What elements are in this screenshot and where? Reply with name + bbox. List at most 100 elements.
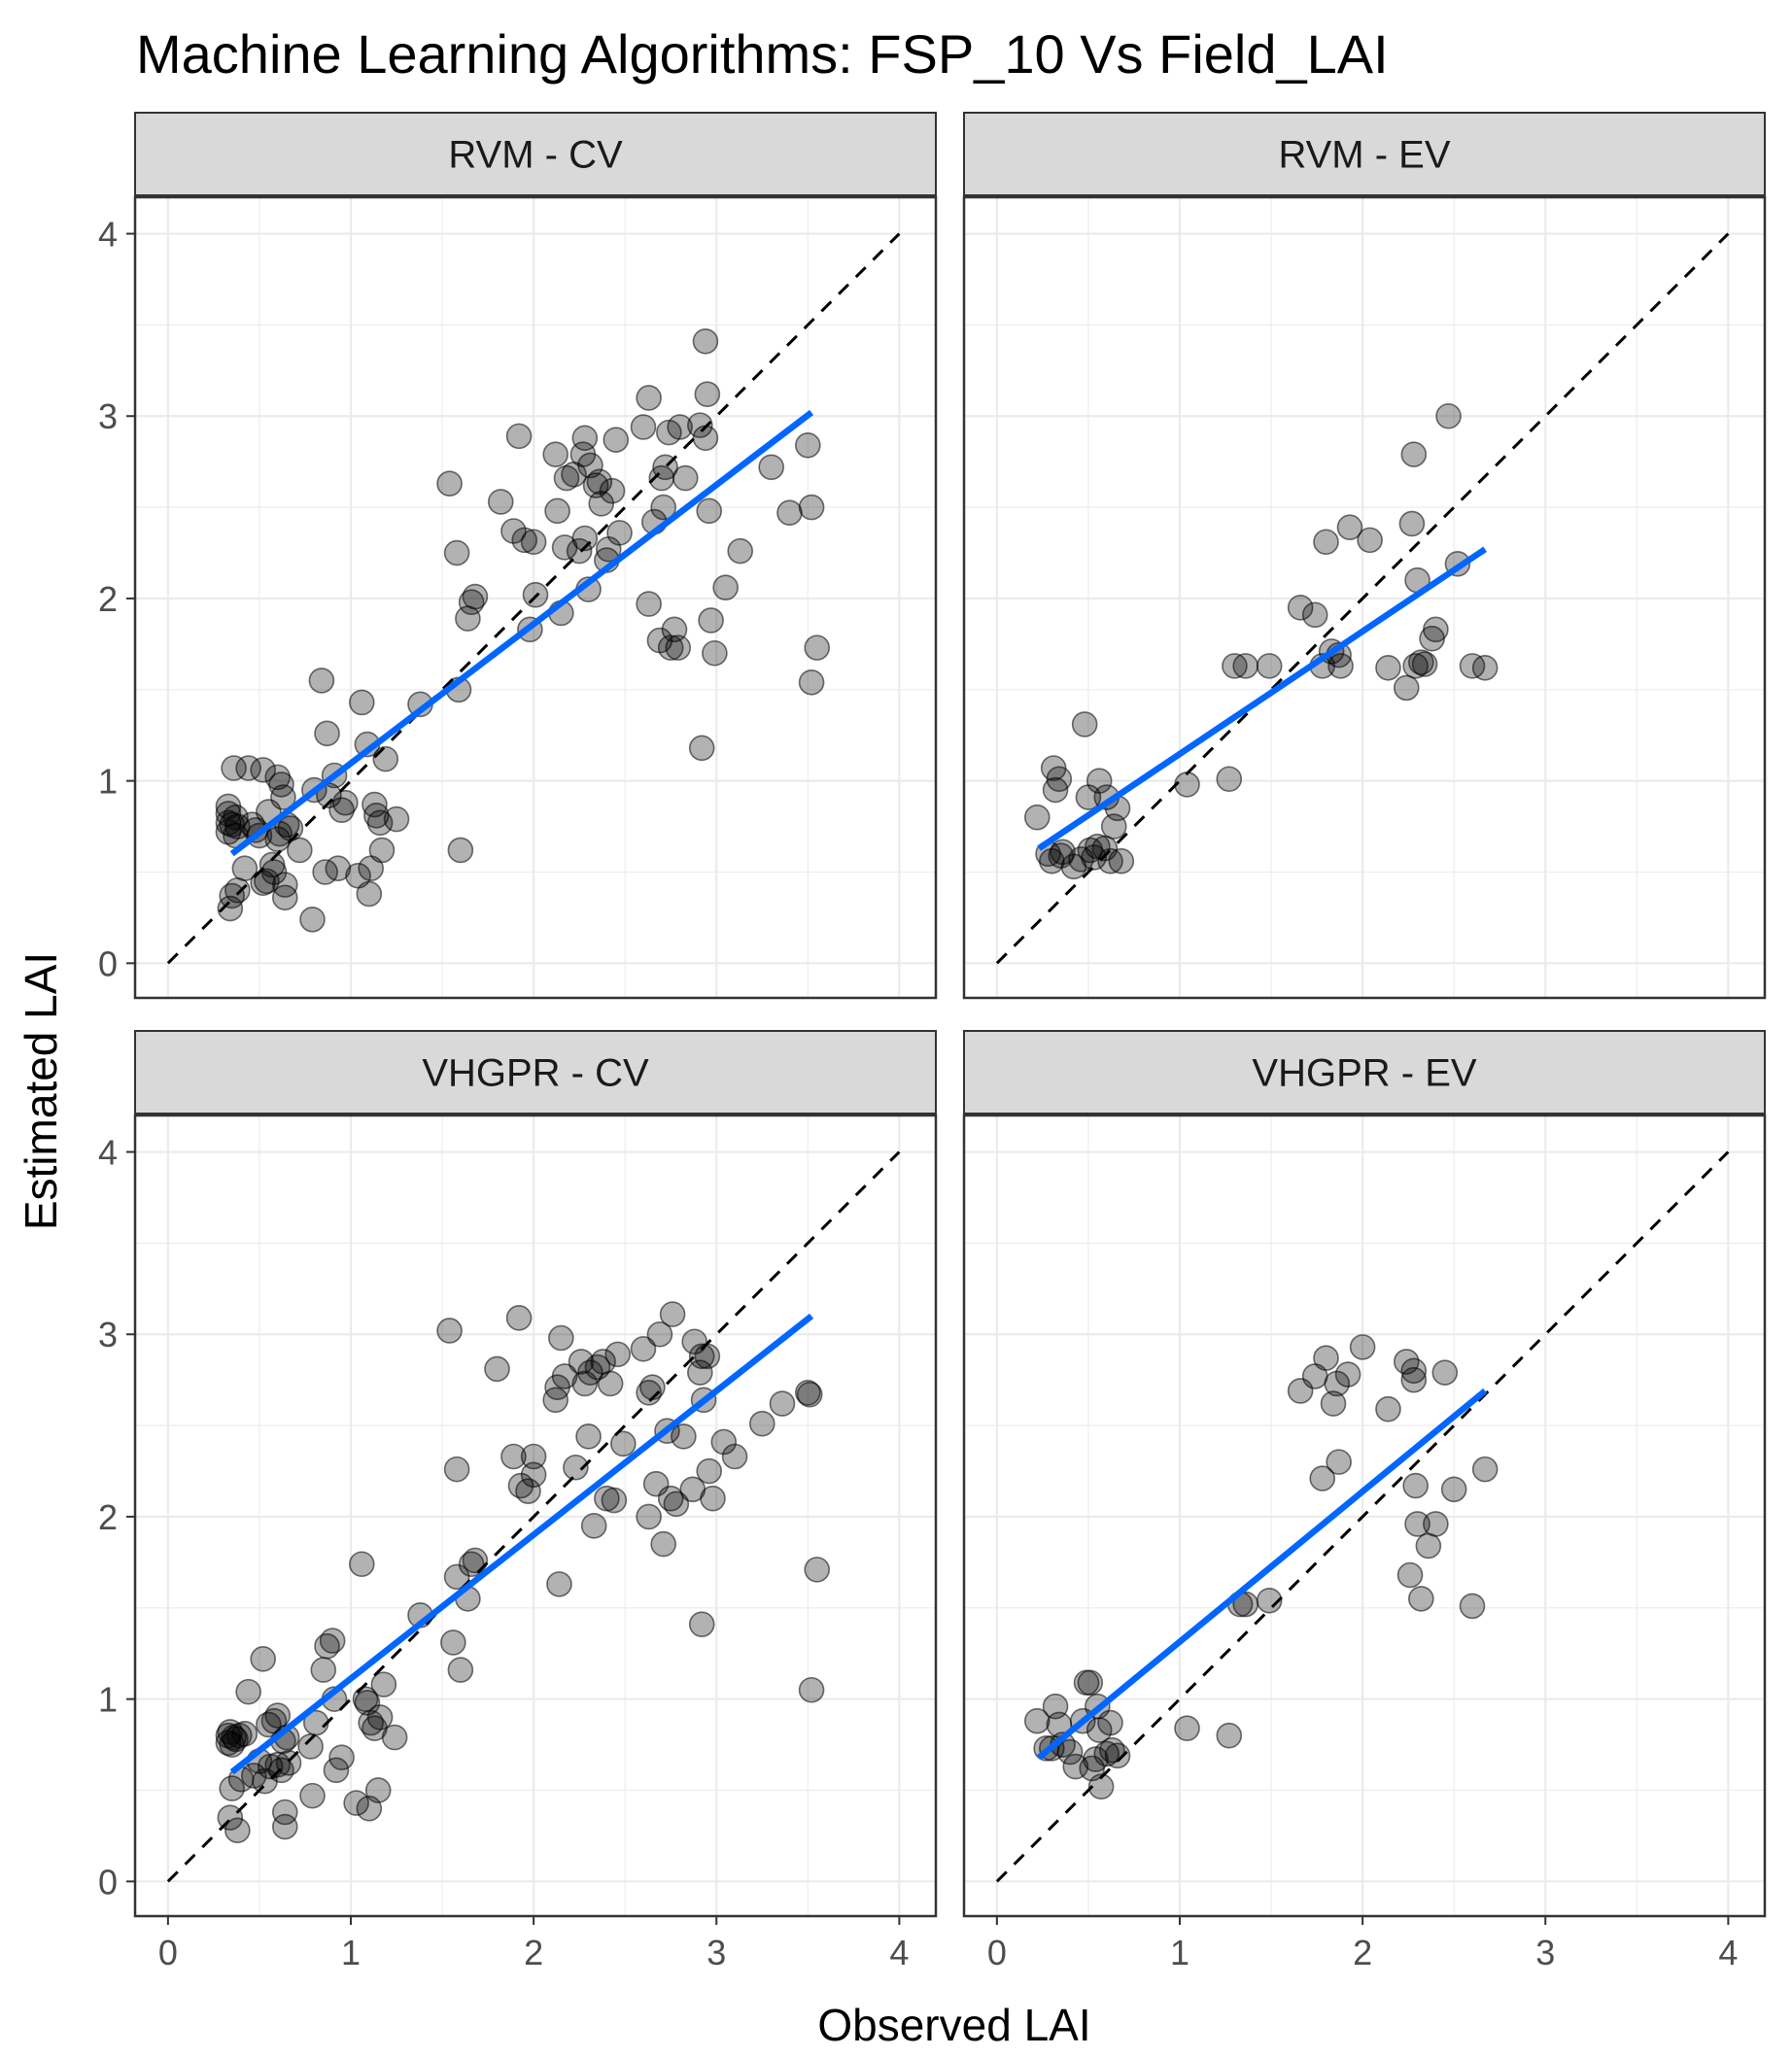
- data-point: [372, 745, 399, 772]
- data-point: [462, 583, 489, 610]
- data-point: [667, 414, 693, 440]
- data-point: [551, 1363, 578, 1389]
- data-point: [328, 1744, 355, 1771]
- data-point: [264, 764, 292, 791]
- data-point: [271, 1813, 298, 1840]
- data-point: [639, 1374, 666, 1400]
- data-point: [299, 906, 326, 933]
- data-point: [1408, 1586, 1434, 1612]
- reference-line: [166, 1150, 901, 1883]
- data-point: [348, 1551, 375, 1578]
- data-point: [348, 689, 375, 716]
- x-tick-label: 0: [987, 1933, 1007, 1972]
- data-point: [646, 1320, 673, 1348]
- data-point: [604, 1341, 631, 1368]
- data-point: [287, 837, 313, 864]
- data-point: [553, 464, 580, 492]
- data-point: [1086, 768, 1113, 794]
- y-tick-label: 3: [98, 396, 118, 436]
- data-point: [1062, 1753, 1089, 1780]
- data-point: [692, 425, 719, 452]
- data-point: [364, 1777, 392, 1803]
- data-point: [314, 720, 340, 747]
- data-point: [1349, 1334, 1376, 1360]
- data-point: [224, 1817, 251, 1844]
- reference-line: [995, 232, 1730, 965]
- fit-line: [229, 1313, 814, 1775]
- data-point: [363, 803, 390, 829]
- data-point: [323, 1757, 350, 1784]
- strip-label: RVM - EV: [1278, 134, 1450, 177]
- data-point: [1375, 654, 1401, 681]
- data-point: [636, 385, 662, 411]
- data-point: [520, 1461, 547, 1489]
- data-point: [671, 1423, 697, 1450]
- data-point: [1398, 510, 1426, 537]
- y-tick-label: 3: [98, 1315, 118, 1354]
- data-point: [1404, 1511, 1430, 1537]
- data-point: [687, 1359, 713, 1386]
- data-point: [1400, 1357, 1428, 1385]
- data-point: [443, 1456, 470, 1483]
- data-point: [688, 1343, 715, 1370]
- data-point: [505, 423, 533, 450]
- data-point: [1313, 529, 1339, 556]
- y-tick-label: 1: [98, 1680, 118, 1720]
- data-point: [688, 1611, 715, 1637]
- data-point: [224, 876, 251, 904]
- data-point: [798, 1676, 825, 1703]
- data-point: [630, 414, 657, 440]
- data-point: [606, 520, 633, 546]
- data-point: [663, 1491, 690, 1518]
- data-point: [681, 1328, 707, 1355]
- data-point: [1301, 601, 1328, 629]
- y-tick-label: 2: [98, 1497, 118, 1537]
- reference-line: [995, 1150, 1730, 1883]
- data-point: [688, 735, 715, 762]
- data-point: [383, 806, 410, 833]
- data-point: [601, 1487, 628, 1514]
- data-point: [580, 1513, 607, 1539]
- data-point: [727, 537, 754, 565]
- x-tick-label: 2: [1353, 1933, 1372, 1972]
- data-point: [687, 412, 713, 438]
- reference-line: [166, 232, 901, 965]
- strip-label: RVM - CV: [448, 134, 623, 177]
- data-point: [1077, 1669, 1104, 1697]
- data-point: [1216, 1722, 1243, 1749]
- data-point: [462, 1547, 489, 1574]
- data-point: [804, 1557, 831, 1583]
- data-point: [1174, 771, 1200, 798]
- data-point: [659, 1301, 686, 1327]
- data-point: [575, 1423, 602, 1450]
- x-tick-label: 1: [1170, 1933, 1189, 1972]
- data-point: [1222, 653, 1248, 679]
- data-point: [672, 464, 699, 492]
- data-point: [769, 1390, 796, 1417]
- data-point: [1423, 1511, 1449, 1537]
- data-point: [696, 1457, 723, 1485]
- data-point: [1309, 1465, 1336, 1491]
- data-point: [776, 499, 803, 527]
- data-point: [597, 1370, 624, 1397]
- data-point: [692, 327, 719, 355]
- data-point: [447, 837, 474, 864]
- data-point: [264, 1702, 292, 1729]
- y-tick-label: 4: [98, 1133, 118, 1173]
- data-point: [758, 454, 784, 481]
- data-point: [1471, 1456, 1499, 1483]
- data-point: [1400, 441, 1428, 467]
- data-point: [1326, 1449, 1352, 1475]
- data-point: [563, 1454, 589, 1481]
- data-point: [544, 497, 570, 525]
- data-point: [325, 855, 352, 882]
- data-point: [440, 1629, 466, 1656]
- data-point: [520, 1443, 547, 1470]
- data-point: [458, 1551, 485, 1578]
- data-point: [568, 1349, 595, 1375]
- data-point: [636, 591, 662, 617]
- data-point: [665, 634, 692, 661]
- data-point: [271, 1799, 298, 1826]
- panel-rvm-ev: RVM - EV: [962, 112, 1767, 1000]
